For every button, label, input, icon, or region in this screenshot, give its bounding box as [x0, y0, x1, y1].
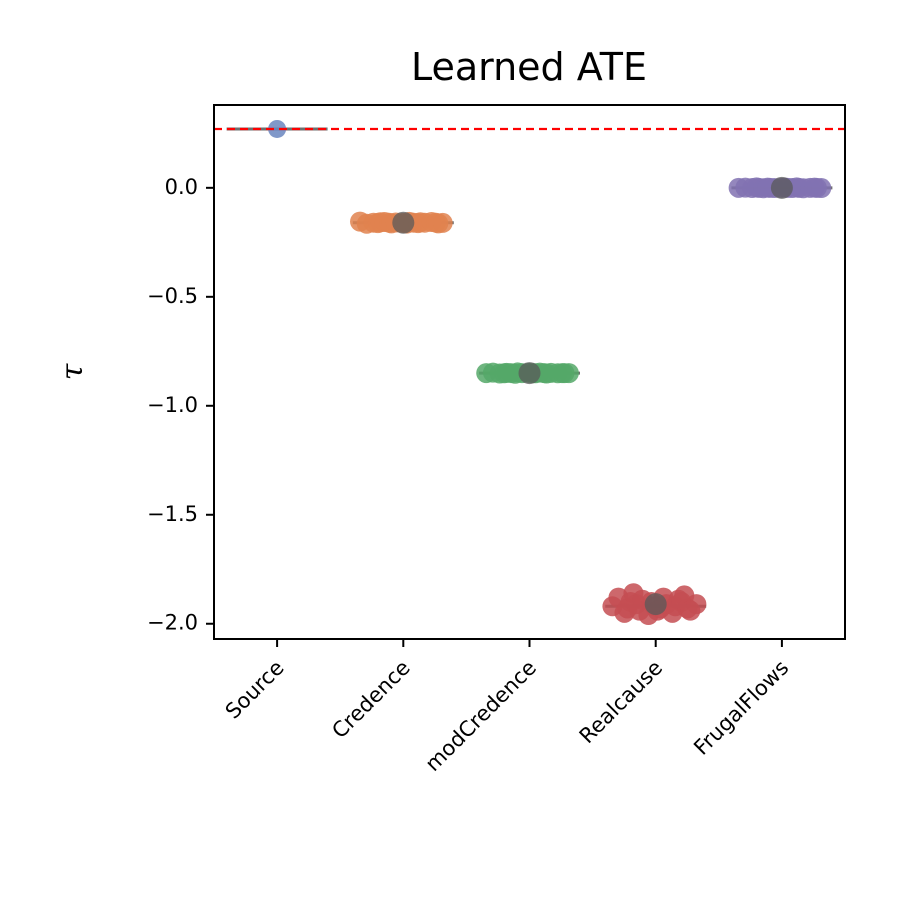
x-tick-label-modcredence: modCredence — [421, 656, 542, 777]
series-realcause — [602, 583, 707, 626]
x-tick-label-source: Source — [221, 656, 289, 724]
chart-title: Learned ATE — [411, 45, 647, 89]
mean-marker-realcause — [644, 593, 667, 616]
data-point — [558, 363, 579, 384]
plot-frame — [213, 104, 846, 640]
data-point — [268, 119, 287, 138]
series-modcredence — [476, 362, 580, 385]
x-axis-ticks: Source Credence modCredence Realcause Frugal… — [221, 639, 793, 777]
chart-marks — [214, 119, 845, 626]
series-frugalflows — [728, 176, 833, 199]
data-point — [686, 594, 707, 615]
y-tick-label: −0.5 — [147, 284, 198, 308]
y-tick-label: −1.0 — [147, 393, 198, 417]
x-tick-label-realcause: Realcause — [575, 656, 668, 749]
y-axis-label: τ — [55, 363, 90, 380]
y-axis-ticks: 0.0 −0.5 −1.0 −1.5 −2.0 — [147, 175, 214, 635]
data-point — [811, 178, 832, 199]
x-tick-label-credence: Credence — [327, 656, 415, 744]
mean-marker-credence — [392, 211, 415, 234]
y-tick-label: 0.0 — [165, 175, 198, 199]
y-tick-label: −1.5 — [147, 502, 198, 526]
x-tick-label-frugalflows: FrugalFlows — [689, 656, 793, 760]
mean-marker-modcredence — [518, 362, 541, 385]
y-tick-label: −2.0 — [147, 611, 198, 635]
mean-marker-frugalflows — [770, 176, 793, 199]
series-credence — [350, 211, 454, 234]
data-point — [432, 212, 453, 233]
